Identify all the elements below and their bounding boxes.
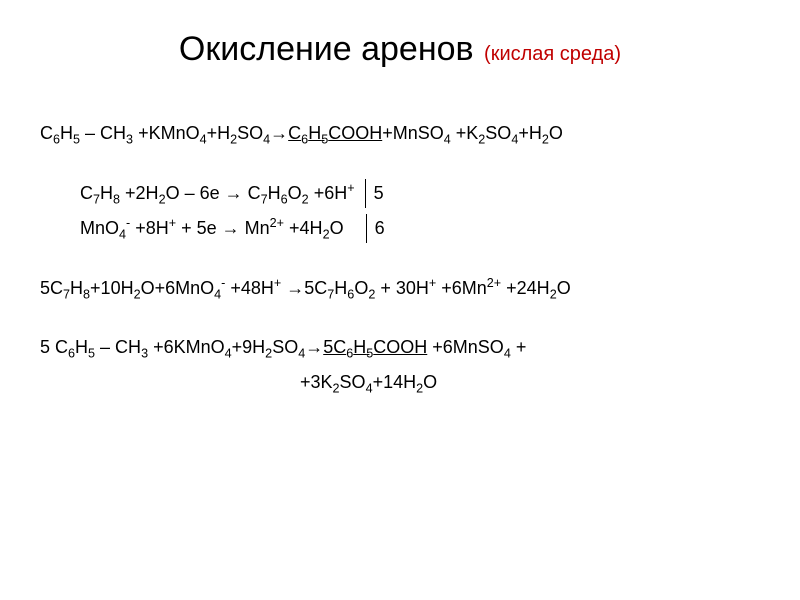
eq-text: H	[100, 183, 113, 203]
eq-text: +6MnSO	[427, 337, 504, 357]
eq-sub: 5	[73, 133, 80, 147]
eq-text: 5C	[323, 337, 346, 357]
eq-text: +H	[518, 123, 542, 143]
eq-text: H	[334, 278, 347, 298]
reduction-half-reaction: MnO4- +8H+ + 5e → Mn2+ +4H2O6	[80, 213, 760, 245]
eq-sub: 2	[134, 288, 141, 302]
eq-sub: 2	[550, 288, 557, 302]
eq-text: +10H	[90, 278, 134, 298]
eq-sup: +	[347, 181, 354, 195]
eq-arrow: →	[305, 337, 323, 357]
eq-text: C	[40, 123, 53, 143]
eq-sub: 2	[302, 192, 309, 206]
eq-text: COOH	[328, 123, 382, 143]
eq-text: MnO	[80, 218, 119, 238]
eq-text: + 5e → Mn	[176, 218, 270, 238]
eq-text: →5C	[281, 278, 327, 298]
eq-sub: 4	[119, 228, 126, 242]
final-equation-line1: 5 C6H5 – CH3 +6KMnO4+9H2SO4→5C6H5COOH +6…	[40, 333, 760, 364]
eq-sub: 4	[200, 133, 207, 147]
eq-text: SO	[485, 123, 511, 143]
eq-text: 5 C	[40, 337, 68, 357]
eq-sub: 5	[88, 347, 95, 361]
eq-text: O	[354, 278, 368, 298]
eq-text: SO	[272, 337, 298, 357]
eq-sub: 4	[444, 133, 451, 147]
product-underlined: 5C6H5COOH	[323, 337, 427, 357]
eq-text: O	[423, 372, 437, 392]
eq-arrow: →	[270, 123, 288, 143]
eq-sup: 2+	[487, 276, 501, 290]
eq-sub: 8	[83, 288, 90, 302]
ionic-sum-equation: 5C7H8+10H2O+6MnO4- +48H+ →5C7H6O2 + 30H+…	[40, 273, 760, 305]
eq-text: +6H	[309, 183, 348, 203]
eq-text: +24H	[501, 278, 550, 298]
eq-text: H	[308, 123, 321, 143]
eq-text: O	[549, 123, 563, 143]
eq-text: H	[353, 337, 366, 357]
eq-sub: 6	[53, 133, 60, 147]
equations-block: C6H5 – CH3 +KMnO4+H2SO4→C6H5COOH+MnSO4 +…	[40, 119, 760, 398]
eq-text: SO	[340, 372, 366, 392]
eq-sub: 6	[68, 347, 75, 361]
eq-text: – CH	[80, 123, 126, 143]
title-main: Окисление аренов	[179, 30, 474, 68]
eq-text: +48H	[225, 278, 274, 298]
half-reactions-block: C7H8 +2H2O – 6e → C7H6O2 +6H+5 MnO4- +8H…	[40, 178, 760, 245]
eq-text: +H	[207, 123, 231, 143]
half-coeff: 6	[366, 214, 385, 243]
eq-sub: 4	[225, 347, 232, 361]
eq-text: C	[288, 123, 301, 143]
eq-text: +14H	[373, 372, 417, 392]
eq-text: O	[330, 218, 344, 238]
eq-text: O – 6e → C	[166, 183, 261, 203]
half-coeff: 5	[365, 179, 384, 208]
eq-text: +KMnO	[133, 123, 200, 143]
product-underlined: C6H5COOH	[288, 123, 382, 143]
eq-text: H	[268, 183, 281, 203]
eq-text: +MnSO	[382, 123, 444, 143]
main-reaction-equation: C6H5 – CH3 +KMnO4+H2SO4→C6H5COOH+MnSO4 +…	[40, 119, 760, 150]
eq-sub: 7	[261, 192, 268, 206]
eq-text: O	[557, 278, 571, 298]
eq-text: O+6MnO	[141, 278, 215, 298]
eq-sub: 8	[113, 192, 120, 206]
eq-text: +6Mn	[436, 278, 487, 298]
eq-sub: 2	[333, 381, 340, 395]
eq-text: +6KMnO	[148, 337, 225, 357]
slide-title: Окисление аренов (кислая среда)	[40, 30, 760, 69]
eq-text: H	[60, 123, 73, 143]
eq-text: +8H	[130, 218, 169, 238]
eq-sub: 7	[63, 288, 70, 302]
eq-text: O	[288, 183, 302, 203]
eq-text: +	[511, 337, 527, 357]
eq-sub: 6	[281, 192, 288, 206]
eq-text: H	[70, 278, 83, 298]
eq-sub: 4	[366, 381, 373, 395]
eq-sub: 3	[126, 133, 133, 147]
eq-sup: 2+	[270, 216, 284, 230]
eq-text: H	[75, 337, 88, 357]
eq-sub: 2	[323, 228, 330, 242]
eq-text: COOH	[373, 337, 427, 357]
eq-sub: 4	[504, 347, 511, 361]
eq-text: +4H	[284, 218, 323, 238]
eq-sub: 7	[93, 192, 100, 206]
eq-text: +9H	[232, 337, 266, 357]
eq-text: +2H	[120, 183, 159, 203]
eq-text: 5C	[40, 278, 63, 298]
eq-text: + 30H	[375, 278, 429, 298]
eq-text: +K	[451, 123, 479, 143]
eq-text: +3K	[300, 372, 333, 392]
eq-text: – CH	[95, 337, 141, 357]
final-equation-line2: +3K2SO4+14H2O	[40, 368, 760, 399]
title-sub: (кислая среда)	[484, 43, 621, 65]
eq-text: SO	[237, 123, 263, 143]
eq-sub: 2	[159, 192, 166, 206]
oxidation-half-reaction: C7H8 +2H2O – 6e → C7H6O2 +6H+5	[80, 178, 760, 210]
eq-text: C	[80, 183, 93, 203]
eq-sub: 2	[542, 133, 549, 147]
